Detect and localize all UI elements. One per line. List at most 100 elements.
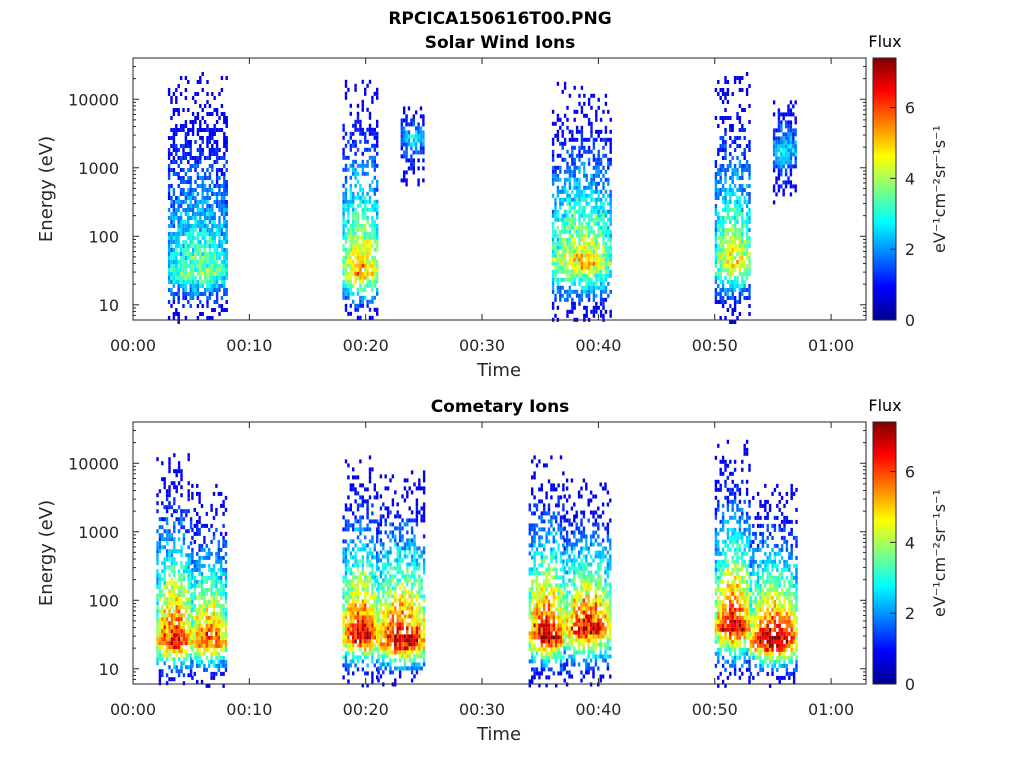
spectrogram-cell [175, 272, 178, 276]
spectrogram-cell [379, 610, 383, 615]
spectrogram-cell [604, 209, 608, 214]
spectrogram-cell [389, 562, 392, 567]
spectrogram-cell [208, 567, 211, 572]
spectrogram-cell [168, 573, 171, 578]
spectrogram-cell [568, 253, 572, 258]
spectrogram-cell [177, 649, 181, 654]
spectrogram-cell [364, 623, 367, 628]
spectrogram-cell [349, 199, 352, 204]
spectrogram-cell [573, 145, 576, 150]
spectrogram-cell [359, 547, 362, 552]
spectrogram-cell [721, 280, 725, 284]
spectrogram-cell [417, 130, 420, 135]
spectrogram-cell [366, 499, 369, 504]
spectrogram-cell [368, 231, 372, 236]
spectrogram-cell [748, 236, 751, 240]
spectrogram-cell [587, 161, 591, 166]
spectrogram-cell [556, 245, 560, 250]
spectrogram-cell [167, 248, 171, 252]
spectrogram-cell [724, 256, 727, 260]
spectrogram-cell [738, 252, 742, 256]
spectrogram-cell [170, 100, 173, 104]
spectrogram-cell [368, 643, 372, 648]
spectrogram-cell [782, 188, 785, 193]
spectrogram-cell [736, 284, 739, 288]
spectrogram-cell [583, 237, 586, 242]
spectrogram-cell [580, 261, 584, 266]
spectrogram-cell [587, 213, 591, 218]
spectrogram-cell [218, 192, 221, 196]
spectrogram-cell [199, 156, 202, 160]
spectrogram-cell [721, 224, 725, 228]
spectrogram-cell [419, 134, 423, 139]
spectrogram-cell [168, 645, 171, 650]
spectrogram-cell [158, 657, 162, 662]
spectrogram-cell [347, 583, 350, 588]
spectrogram-cell [173, 573, 176, 578]
spectrogram-cell [191, 284, 195, 288]
spectrogram-cell [196, 208, 200, 212]
spectrogram-cell [177, 549, 181, 554]
spectrogram-cell [408, 546, 411, 551]
spectrogram-cell [203, 603, 206, 608]
spectrogram-cell [408, 550, 411, 555]
spectrogram-cell [559, 201, 562, 206]
spectrogram-cell [590, 213, 593, 218]
spectrogram-cell [719, 272, 722, 276]
spectrogram-cell [211, 180, 214, 184]
spectrogram-cell [196, 80, 200, 84]
spectrogram-cell [217, 543, 220, 548]
spectrogram-cell [201, 256, 204, 260]
spectrogram-cell [368, 495, 372, 500]
spectrogram-cell [352, 163, 355, 168]
spectrogram-cell [220, 208, 224, 212]
spectrogram-cell [196, 659, 199, 664]
spectrogram-cell [220, 104, 224, 108]
spectrogram-cell [352, 299, 355, 304]
spectrogram-cell [736, 204, 739, 208]
spectrogram-cell [368, 611, 372, 616]
spectrogram-cell [595, 169, 598, 174]
spectrogram-cell [189, 120, 192, 124]
spectrogram-cell [220, 196, 224, 200]
spectrogram-cell [361, 483, 364, 488]
spectrogram-cell [741, 260, 744, 264]
spectrogram-cell [218, 156, 221, 160]
spectrogram-cell [731, 264, 734, 268]
spectrogram-cell [371, 271, 374, 276]
spectrogram-cell [156, 593, 159, 598]
spectrogram-cell [349, 619, 352, 624]
spectrogram-cell [371, 583, 374, 588]
spectrogram-cell [189, 156, 192, 160]
spectrogram-cell [352, 563, 355, 568]
spectrogram-cell [575, 261, 579, 266]
spectrogram-cell [422, 506, 426, 511]
spectrogram-cell [158, 645, 162, 650]
spectrogram-cell [602, 281, 605, 286]
spectrogram-cell [220, 172, 224, 176]
spectrogram-cell [347, 627, 350, 632]
spectrogram-cell [222, 535, 225, 540]
spectrogram-cell [420, 654, 423, 659]
spectrogram-cell [191, 603, 194, 608]
spectrogram-cell [182, 296, 185, 300]
spectrogram-cell [185, 649, 188, 654]
spectrogram-cell [210, 643, 213, 648]
spectrogram-cell [398, 598, 402, 603]
spectrogram-cell [198, 663, 201, 668]
spectrogram-cell [182, 569, 186, 574]
spectrogram-cell [726, 192, 730, 196]
spectrogram-cell [587, 101, 591, 106]
spectrogram-cell [721, 168, 725, 172]
spectrogram-cell [551, 149, 555, 154]
spectrogram-cell [342, 127, 345, 132]
spectrogram-cell [595, 213, 598, 218]
spectrogram-cell [220, 296, 224, 300]
spectrogram-cell [170, 533, 174, 538]
spectrogram-cell [371, 555, 374, 560]
spectrogram-cell [222, 503, 225, 508]
spectrogram-cell [211, 128, 214, 132]
spectrogram-cell [354, 575, 357, 580]
spectrogram-cell [738, 288, 742, 292]
spectrogram-cell [220, 531, 223, 536]
